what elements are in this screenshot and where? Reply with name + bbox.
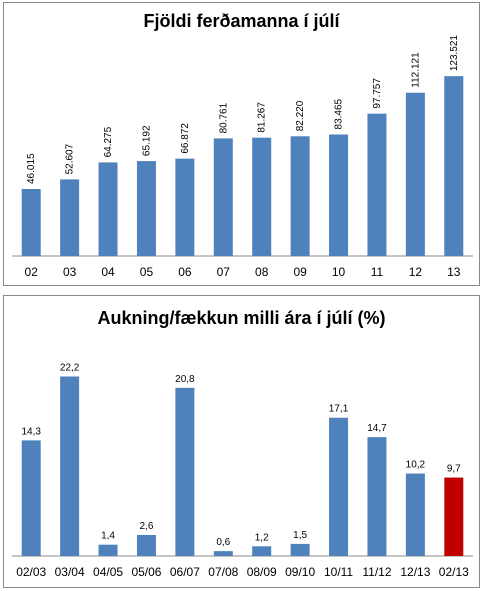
x-tick-label: 13: [447, 265, 461, 279]
data-label: 46.015: [26, 153, 37, 184]
bar: [98, 544, 118, 556]
bar: [136, 534, 156, 556]
change-chart-panel: Aukning/fækkun milli ára í júlí (%) 02/0…: [3, 295, 480, 588]
bar: [405, 92, 425, 256]
bar: [290, 136, 310, 256]
data-label: 64.275: [103, 126, 114, 157]
x-tick-label: 12/13: [400, 565, 430, 579]
data-label: 22,2: [60, 363, 80, 374]
data-label: 65.192: [141, 125, 152, 156]
bar: [175, 387, 195, 556]
bar: [252, 546, 272, 556]
data-label: 81.267: [257, 102, 268, 133]
bar: [60, 179, 80, 256]
data-label: 2,6: [140, 521, 154, 532]
x-tick-label: 10: [332, 265, 346, 279]
data-label: 123.521: [449, 35, 460, 72]
x-tick-label: 06: [178, 265, 192, 279]
data-label: 83.465: [334, 98, 345, 129]
bar: [136, 161, 156, 256]
bar: [213, 551, 233, 556]
x-tick-label: 04: [101, 265, 115, 279]
data-label: 17,1: [329, 404, 349, 415]
tourists-chart-plot: 02 46.015 03 52.607 04 64.275 05 65.192 06 66.872…: [12, 35, 473, 279]
data-label: 1,2: [255, 532, 269, 543]
bar: [213, 138, 233, 256]
x-tick-label: 10/11: [324, 565, 353, 579]
tourists-chart-title: Fjöldi ferðamanna í júlí: [143, 11, 340, 31]
x-tick-label: 03: [63, 265, 77, 279]
x-tick-label: 11/12: [362, 565, 391, 579]
data-label: 1,5: [293, 530, 307, 541]
x-tick-label: 05: [140, 265, 154, 279]
bar: [329, 134, 349, 256]
x-tick-label: 12: [409, 265, 423, 279]
x-tick-label: 08: [255, 265, 269, 279]
data-label: 52.607: [65, 143, 76, 174]
bar: [21, 440, 41, 556]
bar: [175, 158, 195, 256]
bar: [444, 477, 464, 556]
x-tick-label: 08/09: [247, 565, 277, 579]
data-label: 10,2: [406, 460, 426, 471]
data-label: 14,7: [367, 423, 387, 434]
bar: [252, 137, 272, 256]
data-label: 1,4: [101, 531, 115, 542]
x-tick-label: 07/08: [208, 565, 238, 579]
data-label: 112.121: [410, 52, 421, 88]
change-chart-plot: 02/03 14,3 03/04 22,2 04/05 1,4 05/06 2,6 06/07 2…: [12, 363, 473, 579]
bar: [405, 473, 425, 556]
bar: [444, 76, 464, 256]
x-tick-label: 05/06: [131, 565, 161, 579]
bar: [21, 189, 41, 256]
data-label: 0,6: [216, 537, 230, 548]
change-chart-title: Aukning/fækkun milli ára í júlí (%): [97, 308, 386, 328]
x-tick-label: 07: [217, 265, 231, 279]
bar: [98, 162, 118, 256]
x-tick-label: 09: [293, 265, 307, 279]
bar: [290, 543, 310, 556]
x-tick-label: 11: [371, 265, 384, 279]
data-label: 82.220: [295, 100, 306, 131]
tourists-chart-panel: Fjöldi ferðamanna í júlí 02 46.015 03 52.60…: [3, 2, 480, 286]
x-tick-label: 03/04: [55, 565, 85, 579]
x-tick-label: 02/13: [439, 565, 469, 579]
data-label: 97.757: [372, 78, 383, 109]
x-tick-label: 02/03: [16, 565, 46, 579]
data-label: 66.872: [180, 123, 191, 154]
x-tick-label: 02: [25, 265, 39, 279]
data-label: 80.761: [218, 102, 229, 133]
x-tick-label: 09/10: [285, 565, 315, 579]
data-label: 20,8: [175, 374, 195, 385]
x-tick-label: 06/07: [170, 565, 200, 579]
bar: [329, 417, 349, 556]
data-label: 14,3: [21, 426, 41, 437]
bar: [367, 113, 387, 257]
bar: [60, 376, 80, 556]
x-tick-label: 04/05: [93, 565, 123, 579]
data-label: 9,7: [447, 464, 461, 475]
bar: [367, 437, 387, 556]
